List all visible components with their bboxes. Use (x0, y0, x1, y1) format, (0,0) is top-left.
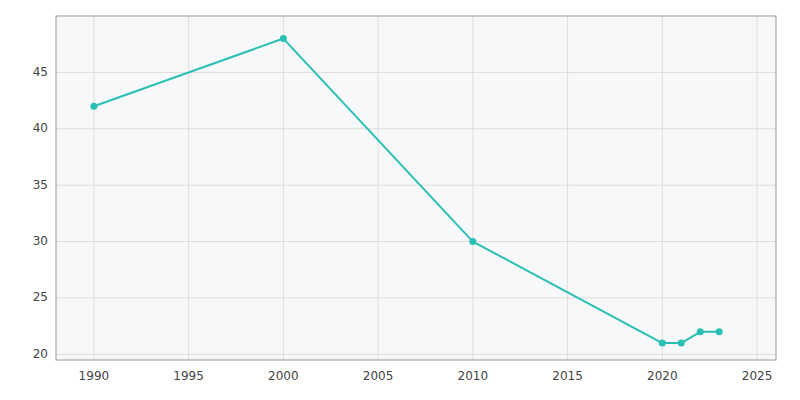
x-grid-line (378, 16, 379, 360)
point (280, 35, 287, 42)
x-tick-label: 2025 (742, 369, 773, 383)
point (469, 238, 476, 245)
y-grid-line (56, 185, 776, 186)
y-grid-line (56, 297, 776, 298)
x-grid-line (567, 16, 568, 360)
x-grid-line (93, 16, 94, 360)
x-tick-label: 2010 (458, 369, 489, 383)
x-tick-label: 1995 (173, 369, 204, 383)
x-grid-line (662, 16, 663, 360)
y-grid-line (56, 354, 776, 355)
point (716, 328, 723, 335)
point (697, 328, 704, 335)
x-grid-line (472, 16, 473, 360)
x-tick-label: 2015 (552, 369, 583, 383)
y-grid-line (56, 241, 776, 242)
x-grid-line (188, 16, 189, 360)
plot-background (56, 16, 776, 360)
y-tick-label: 35 (33, 178, 48, 192)
series (90, 35, 722, 347)
y-grid-line (56, 128, 776, 129)
x-grid-line (757, 16, 758, 360)
y-tick-label: 40 (33, 121, 48, 135)
chart-container: 2025303540451990199520002005201020152020… (0, 0, 800, 400)
x-tick-label: 2000 (268, 369, 299, 383)
y-tick-label: 30 (33, 234, 48, 248)
point (659, 340, 666, 347)
line (94, 39, 719, 344)
x-tick-label: 2005 (363, 369, 394, 383)
x-grid-line (283, 16, 284, 360)
plot-frame (56, 16, 776, 360)
grid (56, 16, 776, 360)
y-tick-label: 45 (33, 65, 48, 79)
point (678, 340, 685, 347)
point (90, 103, 97, 110)
y-tick-label: 20 (33, 347, 48, 361)
x-tick-label: 2020 (647, 369, 678, 383)
y-grid-line (56, 72, 776, 73)
x-tick-label: 1990 (79, 369, 110, 383)
chart-svg: 2025303540451990199520002005201020152020… (0, 0, 800, 400)
y-tick-label: 25 (33, 290, 48, 304)
